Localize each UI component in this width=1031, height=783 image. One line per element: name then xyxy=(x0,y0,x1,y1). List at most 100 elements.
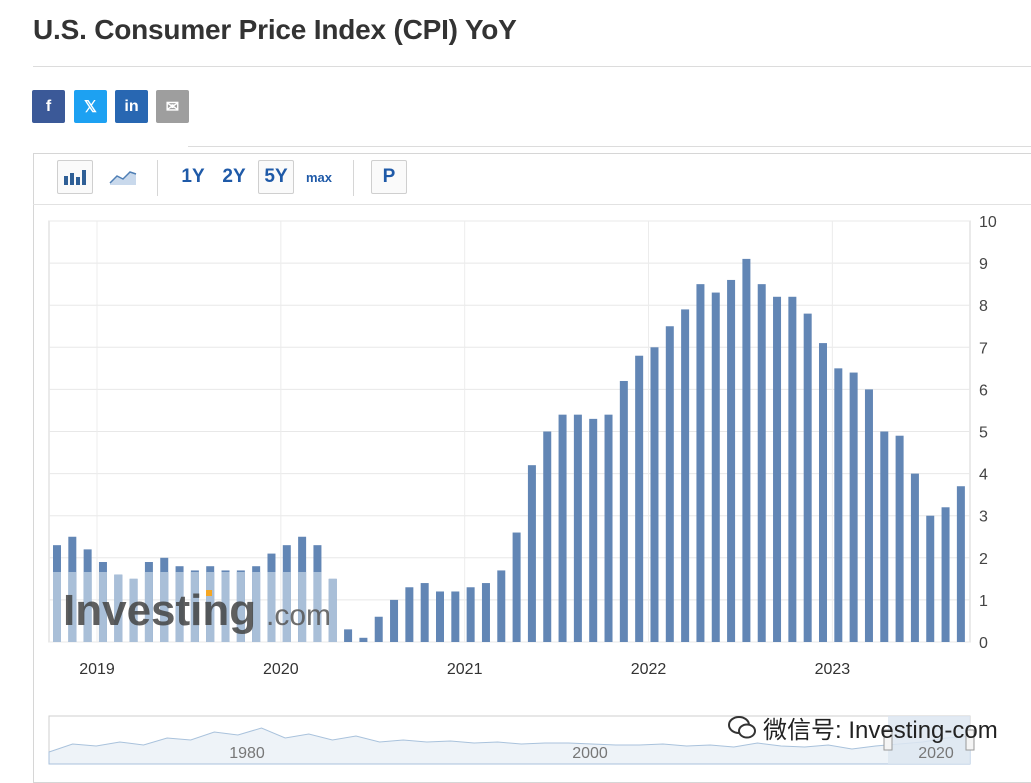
bar-faded-segment xyxy=(252,572,261,642)
bar-faded-segment xyxy=(175,572,184,642)
investing-logo-text: Investing xyxy=(63,586,256,635)
y-tick-label: 8 xyxy=(979,298,988,315)
bar[interactable] xyxy=(359,637,368,642)
bar-faded-segment xyxy=(160,572,169,642)
bar[interactable] xyxy=(466,587,475,642)
bar[interactable] xyxy=(665,326,674,642)
print-button[interactable]: P xyxy=(371,160,407,194)
bar[interactable] xyxy=(405,587,414,642)
bar-faded-segment xyxy=(83,572,92,642)
bar-faded-segment xyxy=(190,572,199,642)
x-tick-label: 2023 xyxy=(815,661,851,678)
bar[interactable] xyxy=(650,347,659,642)
bar[interactable] xyxy=(819,343,827,642)
bar[interactable] xyxy=(558,414,567,642)
bar[interactable] xyxy=(803,313,812,642)
page-title: U.S. Consumer Price Index (CPI) YoY xyxy=(33,14,517,45)
navigator-handle-left[interactable] xyxy=(883,729,893,751)
bar[interactable] xyxy=(573,414,582,642)
x-tick-label: 2020 xyxy=(263,661,299,678)
twitter-icon: 𝕏 xyxy=(84,98,97,116)
bar[interactable] xyxy=(864,389,873,642)
bar[interactable] xyxy=(497,570,506,642)
area-chart-toggle-button[interactable] xyxy=(104,160,142,194)
wechat-watermark: 微信号: Investing-com xyxy=(727,710,998,745)
linkedin-share-button[interactable]: in xyxy=(115,90,148,123)
linkedin-icon: in xyxy=(124,97,139,115)
bar[interactable] xyxy=(543,431,552,643)
navigator-year-label: 1980 xyxy=(229,745,265,762)
bar[interactable] xyxy=(696,284,705,642)
y-tick-label: 2 xyxy=(979,551,988,568)
bar[interactable] xyxy=(880,431,889,643)
bar[interactable] xyxy=(895,435,904,642)
bar-faded-segment xyxy=(68,572,77,642)
y-tick-label: 0 xyxy=(979,635,988,652)
investing-logo-suffix: .com xyxy=(266,599,331,632)
bar[interactable] xyxy=(773,296,782,642)
area-chart-icon xyxy=(109,171,137,185)
range-2y-button[interactable]: 2Y xyxy=(222,166,246,187)
bar-faded-segment xyxy=(206,572,215,642)
y-tick-label: 3 xyxy=(979,509,988,526)
x-tick-label: 2021 xyxy=(447,661,483,678)
watermark-text: 微信号: Investing-com xyxy=(763,717,998,744)
bar-faded-segment xyxy=(267,572,276,642)
navigator-selection[interactable] xyxy=(888,716,970,764)
share-divider xyxy=(188,146,1031,147)
bar[interactable] xyxy=(589,418,598,642)
bar[interactable] xyxy=(788,296,797,642)
bar[interactable] xyxy=(834,368,843,642)
bar[interactable] xyxy=(849,372,858,642)
title-divider xyxy=(33,66,1031,67)
navigator-year-label: 2020 xyxy=(918,745,954,762)
y-tick-label: 9 xyxy=(979,256,988,273)
bar[interactable] xyxy=(635,355,644,642)
navigator-area xyxy=(48,727,971,765)
bar[interactable] xyxy=(757,284,766,642)
email-share-button[interactable]: ✉ xyxy=(156,90,189,123)
bar[interactable] xyxy=(344,629,353,642)
y-tick-label: 5 xyxy=(979,425,988,442)
bar[interactable] xyxy=(619,380,628,642)
bar-faded-segment xyxy=(313,572,322,642)
y-tick-label: 10 xyxy=(979,214,997,231)
bar-faded-segment xyxy=(221,572,230,642)
bar[interactable] xyxy=(451,591,460,642)
toolbar-divider xyxy=(33,204,1031,205)
bar[interactable] xyxy=(604,414,613,642)
range-5y-button[interactable]: 5Y xyxy=(258,160,294,194)
bar[interactable] xyxy=(711,292,720,642)
bar[interactable] xyxy=(436,591,444,642)
bar[interactable] xyxy=(481,583,490,642)
y-tick-label: 6 xyxy=(979,382,988,399)
range-1y-button[interactable]: 1Y xyxy=(181,166,205,187)
bar-chart-toggle-button[interactable] xyxy=(57,160,93,194)
bar[interactable] xyxy=(390,599,399,642)
bar-faded-segment xyxy=(236,572,245,642)
bar[interactable] xyxy=(742,258,751,642)
bar[interactable] xyxy=(727,279,736,642)
bar[interactable] xyxy=(941,507,950,642)
bar-faded-segment xyxy=(129,578,138,642)
bar[interactable] xyxy=(420,583,429,642)
navigator-handle-right[interactable] xyxy=(965,729,975,751)
y-tick-label: 1 xyxy=(979,593,988,610)
investing-logo-dot xyxy=(206,590,212,596)
bar[interactable] xyxy=(910,473,919,642)
navigator-year-label: 2000 xyxy=(572,745,608,762)
bar[interactable] xyxy=(527,465,536,642)
bar[interactable] xyxy=(512,532,521,642)
toolbar-separator xyxy=(353,160,354,196)
facebook-icon: f xyxy=(45,97,52,115)
y-tick-label: 7 xyxy=(979,340,988,357)
bar[interactable] xyxy=(926,515,935,642)
range-max-button[interactable]: max xyxy=(305,169,333,185)
bar[interactable] xyxy=(681,309,690,642)
twitter-share-button[interactable]: 𝕏 xyxy=(74,90,107,123)
wechat-icon xyxy=(728,715,756,738)
facebook-share-button[interactable]: f xyxy=(32,90,65,123)
bar[interactable] xyxy=(374,616,383,642)
bar[interactable] xyxy=(956,486,965,642)
